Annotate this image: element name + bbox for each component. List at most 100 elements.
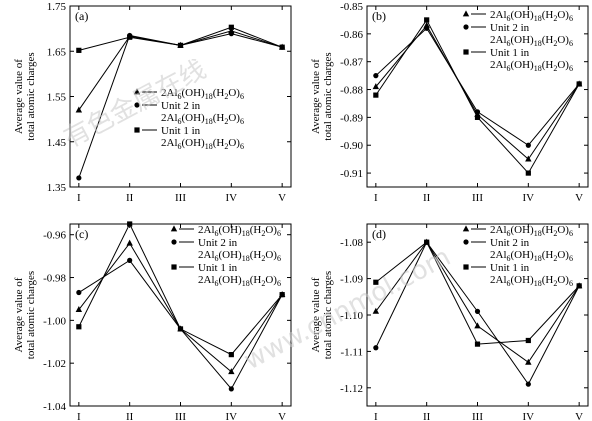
plot-frame <box>366 223 589 407</box>
y-tick-label: 1.75 <box>47 1 67 13</box>
y-tick-label: -1.00 <box>43 315 66 327</box>
y-tick-label: -0.85 <box>340 1 363 13</box>
legend-label: Unit 2 in <box>198 237 238 249</box>
data-point <box>525 381 531 387</box>
legend-marker <box>463 264 469 270</box>
legend-label: 2Al6(OH)18(H2O)6 <box>161 112 244 126</box>
legend-marker <box>171 239 177 245</box>
series-square <box>76 24 285 53</box>
x-tick-label: IV <box>226 411 238 421</box>
legend-label: Unit 2 in <box>490 22 530 34</box>
legend-marker <box>133 88 141 95</box>
legend-label: Unit 1 in <box>161 125 201 137</box>
legend-marker <box>462 225 470 232</box>
data-point <box>372 83 380 90</box>
legend-marker <box>171 264 177 270</box>
y-axis-label: Average value oftotal atomic charges <box>310 271 334 359</box>
y-tick-label: -1.04 <box>43 401 66 413</box>
y-tick-label: -1.09 <box>340 274 363 286</box>
panel-label: (d) <box>372 227 386 241</box>
data-point <box>177 42 184 48</box>
x-tick-label: IV <box>523 411 535 421</box>
chart-panel-4: (d)-1.08-1.09-1.10-1.11-1.12I II III IV VAve… <box>310 223 589 421</box>
data-point <box>126 239 133 246</box>
y-tick-label: 1.65 <box>47 46 67 58</box>
legend-item-triangle: 2Al6(OH)18(H2O)6 <box>133 87 244 101</box>
y-tick-label: 1.35 <box>47 182 67 194</box>
data-point <box>373 279 379 285</box>
legend-marker <box>463 239 469 245</box>
x-tick-label: V <box>278 411 286 421</box>
legend-label: 2Al6(OH)18(H2O)6 <box>161 137 244 151</box>
legend-marker <box>170 225 178 232</box>
x-tick-label: II <box>423 411 431 421</box>
data-point <box>474 109 481 115</box>
legend-label: 2Al6(OH)18(H2O)6 <box>490 9 573 23</box>
x-tick-label: II <box>126 411 134 421</box>
panel-label: (b) <box>372 9 386 23</box>
data-point <box>228 31 234 37</box>
data-point <box>525 337 531 344</box>
data-point <box>474 114 481 120</box>
chart-panel-2: (b)-0.85-0.86-0.87-0.88-0.89-0.90-0.91I I… <box>310 1 589 204</box>
x-tick-label: III <box>472 411 483 421</box>
x-tick-label: III <box>175 192 186 204</box>
series-square <box>373 17 582 176</box>
y-tick-label: -0.98 <box>43 273 66 285</box>
legend-label: 2Al6(OH)18(H2O)6 <box>490 274 573 288</box>
y-tick-label: -0.86 <box>340 29 363 41</box>
y-tick-label: -1.10 <box>340 310 363 322</box>
legend-label: 2Al6(OH)18(H2O)6 <box>490 34 573 48</box>
y-tick-label: -0.96 <box>43 230 66 242</box>
data-point <box>373 73 379 79</box>
y-axis-label: Average value oftotal atomic charges <box>13 52 37 140</box>
data-point <box>127 257 133 263</box>
legend-marker <box>463 49 469 55</box>
data-point <box>474 341 481 347</box>
data-point <box>279 292 285 298</box>
legend-item-triangle: 2Al6(OH)18(H2O)6 <box>462 224 573 238</box>
data-point <box>373 92 379 98</box>
x-tick-label: IV <box>523 192 535 204</box>
data-point <box>373 345 379 351</box>
data-point <box>424 17 430 23</box>
data-point <box>576 283 582 289</box>
legend-marker <box>134 102 140 108</box>
legend-label: Unit 1 in <box>490 262 530 274</box>
legend-label: 2Al6(OH)18(H2O)6 <box>490 224 573 238</box>
x-tick-label: II <box>423 192 431 204</box>
y-tick-label: -0.89 <box>340 112 363 124</box>
legend-label: 2Al6(OH)18(H2O)6 <box>198 224 281 238</box>
chart-panel-3: (c)-0.96-0.98-1.00-1.02-1.04I II III IV VAve… <box>13 221 292 421</box>
x-tick-label: III <box>472 192 483 204</box>
data-point <box>474 308 481 314</box>
series-square <box>76 221 285 358</box>
x-tick-label: II <box>126 192 134 204</box>
y-tick-label: -0.88 <box>340 85 363 97</box>
data-point <box>525 155 532 162</box>
data-point <box>228 24 234 30</box>
y-tick-label: -0.90 <box>340 140 363 152</box>
y-axis-label: Average value oftotal atomic charges <box>13 271 37 359</box>
data-point <box>76 324 82 330</box>
legend-marker <box>462 10 470 17</box>
y-axis-label: Average value oftotal atomic charges <box>310 52 334 140</box>
legend-label: 2Al6(OH)18(H2O)6 <box>490 59 573 73</box>
legend-item-triangle: 2Al6(OH)18(H2O)6 <box>170 224 281 238</box>
data-point <box>75 106 83 113</box>
series-square <box>373 239 582 347</box>
data-point <box>76 47 82 53</box>
legend-item-triangle: 2Al6(OH)18(H2O)6 <box>462 9 573 23</box>
x-tick-label: IV <box>226 192 238 204</box>
y-tick-label: -1.12 <box>340 383 363 395</box>
legend-marker <box>134 127 140 133</box>
